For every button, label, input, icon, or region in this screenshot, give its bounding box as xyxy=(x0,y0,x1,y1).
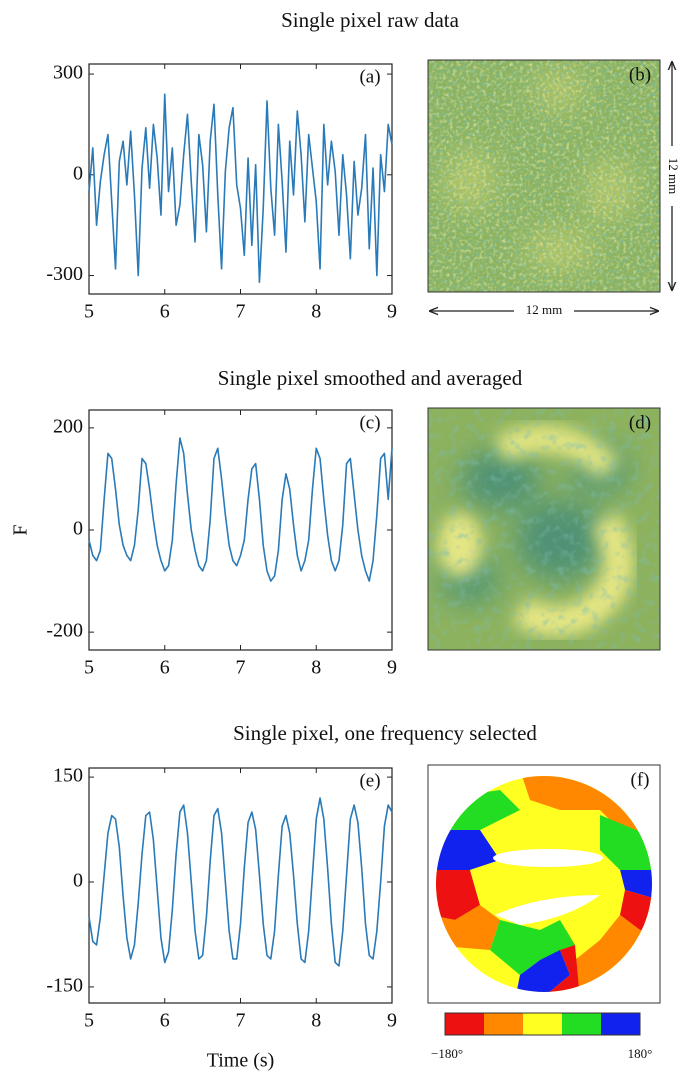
x-tick-label: 7 xyxy=(236,657,246,679)
phase-region xyxy=(600,815,652,870)
data-line xyxy=(88,797,393,967)
y-axis-label: F xyxy=(10,524,32,535)
colorbar-swatch xyxy=(445,1013,485,1035)
data-line xyxy=(88,93,393,284)
phase-region xyxy=(490,920,575,975)
x-tick-label: 7 xyxy=(236,1010,246,1032)
plots: 5 6 7 8 9 -300 0 300 (a) 5 6 7 8 9 -200 0 200 (c) F 5 6 7 8 9 -1… xyxy=(10,62,397,1072)
x-tick-label: 5 xyxy=(84,301,94,323)
colorbar xyxy=(444,1012,641,1036)
image-frame xyxy=(427,407,661,651)
panel-title: Single pixel smoothed and averaged xyxy=(218,366,523,390)
image-d xyxy=(428,408,660,650)
y-tick-label: 150 xyxy=(53,765,83,787)
phase-region xyxy=(436,830,500,870)
panel-label: (a) xyxy=(359,66,380,87)
plot-frame xyxy=(88,409,393,651)
x-tick-label: 6 xyxy=(160,301,170,323)
y-tick-label: 0 xyxy=(73,870,83,892)
colorbar-label: −180° xyxy=(431,1046,463,1061)
image-b xyxy=(428,60,660,292)
label-backdrop xyxy=(664,146,680,206)
x-tick-label: 9 xyxy=(387,657,397,679)
y-tick-label: -200 xyxy=(46,620,83,642)
x-tick-label: 8 xyxy=(311,657,321,679)
colorbar-swatch xyxy=(523,1013,563,1035)
phase-region xyxy=(620,870,652,900)
mask xyxy=(495,895,600,925)
panel-title: Single pixel raw data xyxy=(281,8,460,32)
panel-title: Single pixel, one frequency selected xyxy=(233,721,537,745)
image-frame xyxy=(427,59,661,293)
x-axis-label: Time (s) xyxy=(207,1050,275,1072)
x-tick-label: 6 xyxy=(160,657,170,679)
x-tick-label: 8 xyxy=(311,1010,321,1032)
phase-region xyxy=(515,950,570,992)
colorbar-swatch xyxy=(601,1013,641,1035)
panel-label: (e) xyxy=(359,770,380,791)
y-tick-label: 200 xyxy=(53,415,83,437)
phase-region xyxy=(436,870,480,920)
x-tick-label: 6 xyxy=(160,1010,170,1032)
panel-label: (c) xyxy=(359,412,380,433)
y-tick-label: 0 xyxy=(73,162,83,184)
mask xyxy=(493,849,603,867)
x-tick-label: 5 xyxy=(84,657,94,679)
x-tick-label: 8 xyxy=(311,301,321,323)
x-tick-label: 5 xyxy=(84,1010,94,1032)
x-tick-label: 9 xyxy=(387,301,397,323)
y-tick-label: -300 xyxy=(46,263,83,285)
y-tick-label: -150 xyxy=(46,975,83,997)
panel-label: (b) xyxy=(629,64,651,85)
colorbar-swatch xyxy=(562,1013,602,1035)
x-tick-label: 9 xyxy=(387,1010,397,1032)
phase-region xyxy=(540,945,580,992)
panel-label: (f) xyxy=(631,769,650,790)
dimension-label: 12 mm xyxy=(666,158,681,194)
colorbar-frame xyxy=(444,1012,641,1036)
colorbar-label: 180° xyxy=(628,1046,653,1061)
phase-region xyxy=(470,860,625,905)
label-backdrop xyxy=(514,303,574,319)
x-tick-label: 7 xyxy=(236,301,246,323)
colorbar-swatch xyxy=(484,1013,524,1035)
dimension-label: 12 mm xyxy=(526,302,562,317)
plot-frame xyxy=(88,63,393,295)
data-line xyxy=(88,437,393,582)
panel-label: (d) xyxy=(629,412,651,433)
y-tick-label: 0 xyxy=(73,518,83,540)
y-tick-label: 300 xyxy=(53,62,83,84)
